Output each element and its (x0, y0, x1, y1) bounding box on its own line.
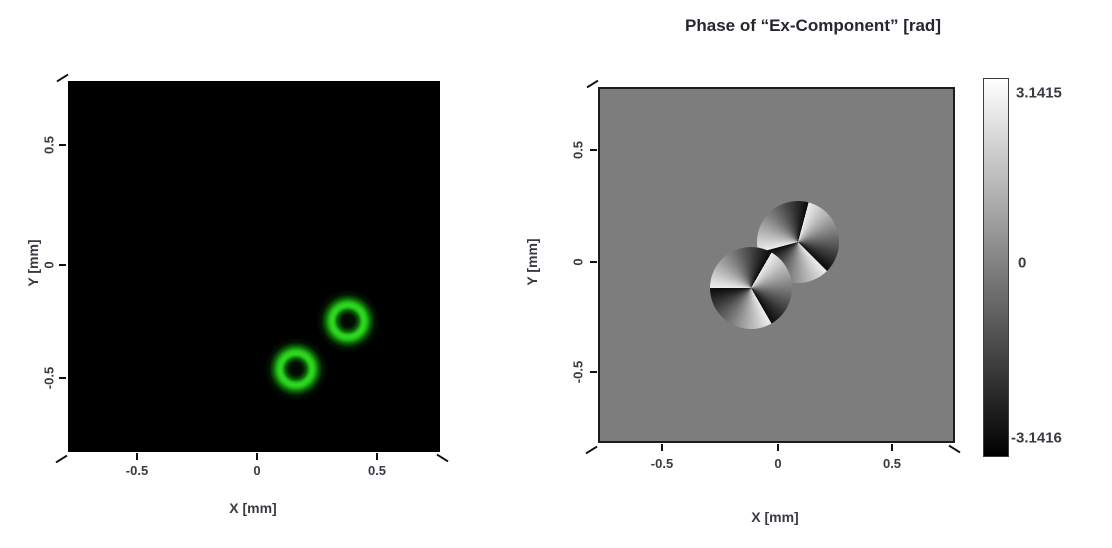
phase-plot-area (598, 87, 955, 443)
axis-endcap (586, 79, 599, 89)
y-tick-label: -0.5 (570, 360, 586, 384)
x-tick-mark (661, 444, 663, 451)
right-x-axis-label: X [mm] (751, 509, 799, 525)
phase-colorbar (983, 78, 1009, 457)
y-tick-label: 0 (570, 258, 586, 266)
y-tick-mark (590, 149, 597, 151)
x-tick-mark (256, 453, 258, 460)
x-tick-label: 0 (774, 456, 782, 471)
phase-vortex-disk-lower (710, 247, 792, 329)
y-tick-label: -0.5 (41, 366, 57, 390)
x-tick-mark (376, 453, 378, 460)
y-tick-mark (59, 264, 66, 266)
vortex-beam-ring-lower (264, 337, 328, 401)
y-tick-label: 0.5 (41, 135, 57, 155)
x-tick-mark (891, 444, 893, 451)
y-tick-mark (59, 144, 66, 146)
y-tick-mark (590, 261, 597, 263)
x-tick-mark (777, 444, 779, 451)
left-y-axis-label: Y [mm] (25, 239, 41, 287)
colorbar-mid-label: 0 (1018, 254, 1027, 272)
x-tick-label: 0.5 (367, 463, 387, 478)
axis-endcap (436, 453, 449, 463)
axis-endcap (585, 445, 598, 455)
x-tick-label: -0.5 (650, 456, 674, 471)
colorbar-max-label: 3.1415 (1016, 84, 1062, 102)
axis-endcap (55, 454, 68, 464)
axis-endcap (56, 73, 69, 83)
left-x-axis-label: X [mm] (229, 500, 277, 516)
right-y-axis-label: Y [mm] (524, 238, 540, 286)
x-tick-label: -0.5 (125, 463, 149, 478)
y-tick-label: 0.5 (570, 140, 586, 160)
colorbar-min-label: -3.1416 (1011, 429, 1062, 447)
y-tick-mark (590, 371, 597, 373)
x-tick-label: 0.5 (882, 456, 902, 471)
plot-title: Phase of “Ex-Component” [rad] (685, 16, 941, 35)
y-tick-mark (59, 377, 66, 379)
y-tick-label: 0 (41, 261, 57, 269)
x-tick-mark (136, 453, 138, 460)
axis-endcap (948, 444, 961, 454)
intensity-plot-area (68, 81, 440, 452)
x-tick-label: 0 (253, 463, 261, 478)
